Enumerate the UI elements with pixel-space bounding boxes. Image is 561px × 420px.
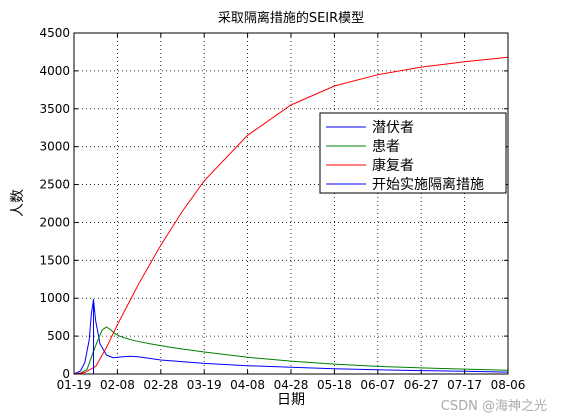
y-tick-label: 4000 [39,64,70,78]
x-tick-label: 07-17 [447,378,482,392]
legend-label-0: 潜伏者 [372,120,414,136]
x-tick-label: 08-06 [491,378,526,392]
chart-title: 采取隔离措施的SEIR模型 [218,10,364,26]
y-tick-label: 1500 [39,253,70,267]
y-tick-label: 500 [47,329,70,343]
y-tick-label: 3500 [39,102,70,116]
x-tick-label: 04-28 [274,378,309,392]
y-tick-label: 1000 [39,291,70,305]
y-tick-label: 2500 [39,178,70,192]
legend-label-1: 患者 [372,139,400,155]
legend-label-3: 开始实施隔离措施 [372,176,484,193]
x-tick-label: 01-19 [57,378,92,392]
tick-layer: 0 500 1000 1500 2000 2500 3000 3500 4000 4500 01-1… [39,26,525,392]
x-tick-label: 05-18 [317,378,352,392]
x-axis-label: 日期 [277,392,305,408]
series-layer [73,56,509,375]
y-tick-label: 0 [62,367,70,381]
x-tick-label: 03-19 [187,378,222,392]
y-axis-label: 人数 [10,189,26,217]
x-tick-label: 06-07 [360,378,395,392]
legend-box [319,112,507,194]
plot-frame [73,32,509,375]
x-tick-label: 02-28 [143,378,178,392]
x-tick-label: 02-08 [100,378,135,392]
series-line-0 [73,299,509,375]
watermark: CSDN @海神之光 [440,399,547,414]
series-line-2 [73,56,509,375]
y-tick-label: 4500 [39,26,70,40]
y-tick-label: 3000 [39,140,70,154]
grid-layer [74,33,508,374]
x-tick-label: 04-08 [230,378,265,392]
x-tick-label: 06-27 [404,378,439,392]
legend-label-2: 康复者 [372,157,414,174]
series-line-1 [73,326,509,375]
y-tick-label: 2000 [39,215,70,229]
